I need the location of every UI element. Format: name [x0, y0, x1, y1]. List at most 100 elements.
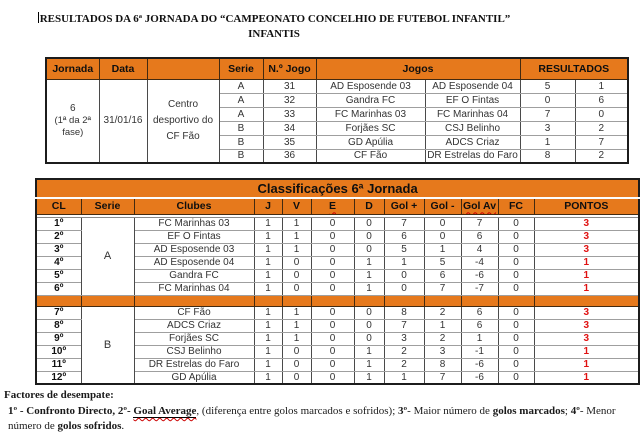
classification-row: 12º GD Apúlia 1 0 0 1 1 7 -6 0 1 [35, 370, 640, 385]
position: 1º [35, 216, 82, 231]
away-score: 2 [574, 148, 629, 164]
stat-av: -6 [460, 357, 499, 372]
stat-e: 0 [310, 216, 355, 231]
club-name: ADCS Criaz [133, 318, 255, 333]
tiebreak-segment: golos marcados [492, 405, 565, 417]
stat-v: 0 [281, 255, 312, 270]
serie-value: A [218, 92, 264, 108]
separator-cell [133, 294, 255, 307]
stat-fc: 0 [497, 242, 535, 257]
stat-j: 1 [253, 281, 283, 296]
stat-fc: 0 [497, 255, 535, 270]
position: 6º [35, 281, 82, 296]
stat-gp: 5 [383, 242, 425, 257]
stat-fc: 0 [497, 281, 535, 296]
stat-gc: 2 [423, 331, 462, 346]
stat-av: -6 [460, 370, 499, 385]
col-header-gol-av: Gol Av [460, 197, 499, 215]
series-separator-row [35, 294, 640, 307]
col-header-j: J [253, 197, 283, 215]
text-cursor [37, 12, 39, 23]
col-header-serie: Serie [218, 57, 264, 80]
stat-j: 1 [253, 331, 283, 346]
col-header-gol-plus: Gol + [383, 197, 425, 215]
stat-j: 1 [253, 305, 283, 320]
classification-title-row: Classificações 6ª Jornada [36, 179, 640, 199]
stat-d: 0 [353, 216, 385, 231]
classification-title: Classificações 6ª Jornada [36, 179, 640, 199]
away-team: FC Marinhas 04 [424, 106, 521, 122]
col-header-gol-av-label: Gol Av [462, 200, 497, 213]
stat-v: 1 [281, 318, 312, 333]
stat-j: 1 [253, 255, 283, 270]
tiebreak-segment: - Menor número de [8, 405, 616, 432]
serie-label: B [80, 305, 135, 385]
stat-e: 0 [310, 370, 355, 385]
serie-label: A [80, 216, 135, 296]
points: 3 [533, 229, 640, 244]
position: 10º [35, 344, 82, 359]
tiebreak-segment: , (diferença entre golos marcados e sofr… [196, 405, 399, 417]
col-header-d: D [353, 197, 385, 215]
classification-row: 9º Forjães SC 1 1 0 0 3 2 1 0 3 [35, 331, 640, 346]
tiebreak-notes: Factores de desempate: 1º - Confronto Di… [4, 389, 638, 434]
separator-cell [460, 294, 499, 307]
separator-cell [423, 294, 462, 307]
stat-av: 7 [460, 216, 499, 231]
classification-row: 1º A FC Marinhas 03 1 1 0 0 7 0 7 0 3 [35, 216, 640, 296]
away-team: CSJ Belinho [424, 120, 521, 136]
col-header-gol-minus: Gol - [423, 197, 462, 215]
stat-fc: 0 [497, 216, 535, 231]
away-score: 1 [574, 78, 629, 94]
points: 3 [533, 242, 640, 257]
home-score: 3 [519, 120, 576, 136]
results-row: B 36 CF Fão DR Estrelas do Faro 8 2 [46, 148, 629, 164]
classification-row: 2º EF O Fintas 1 1 0 0 6 0 6 0 3 [35, 229, 640, 244]
club-name: Forjães SC [133, 331, 255, 346]
stat-gp: 1 [383, 370, 425, 385]
stat-av: 6 [460, 305, 499, 320]
points: 1 [533, 268, 640, 283]
stat-av: -4 [460, 255, 499, 270]
tiebreak-segment: - Maior número de [407, 405, 493, 417]
club-name: DR Estrelas do Faro [133, 357, 255, 372]
results-header-row: Jornada Data Serie N.º Jogo Jogos RESULT… [45, 57, 629, 80]
stat-e: 0 [310, 331, 355, 346]
col-header-pontos: PONTOS [533, 197, 640, 215]
stat-e: 0 [310, 357, 355, 372]
points: 3 [533, 305, 640, 320]
separator-cell [281, 294, 312, 307]
results-row: A 33 FC Marinhas 03 FC Marinhas 04 7 0 [46, 106, 629, 122]
stat-e: 0 [310, 344, 355, 359]
stat-gc: 6 [423, 268, 462, 283]
tiebreak-segment: ; [564, 405, 571, 417]
stat-d: 1 [353, 357, 385, 372]
game-number: 35 [262, 134, 317, 150]
classification-header-row: CL Serie Clubes J V E D Gol + Gol - Gol … [35, 197, 640, 215]
stat-d: 0 [353, 305, 385, 320]
position: 3º [35, 242, 82, 257]
stat-d: 0 [353, 229, 385, 244]
game-number: 32 [262, 92, 317, 108]
document-title: RESULTADOS DA 6ª JORNADA DO “CAMPEONATO … [0, 12, 548, 42]
tiebreak-segment: Goal Average [133, 405, 197, 418]
tiebreak-segment: 3º [398, 405, 408, 417]
title-line-1: RESULTADOS DA 6ª JORNADA DO “CAMPEONATO … [0, 12, 548, 27]
stat-j: 1 [253, 242, 283, 257]
stat-j: 1 [253, 216, 283, 231]
stat-gc: 0 [423, 229, 462, 244]
title-line-1-text: RESULTADOS DA 6ª JORNADA DO “CAMPEONATO … [39, 13, 511, 25]
club-name: EF O Fintas [133, 229, 255, 244]
stat-av: 6 [460, 229, 499, 244]
club-name: AD Esposende 04 [133, 255, 255, 270]
stat-v: 1 [281, 331, 312, 346]
stat-d: 1 [353, 370, 385, 385]
position: 8º [35, 318, 82, 333]
col-header-e-label: E [328, 200, 336, 213]
serie-value: B [218, 120, 264, 136]
position: 5º [35, 268, 82, 283]
serie-value: B [218, 148, 264, 164]
tiebreak-segment: 4º [570, 405, 580, 417]
stat-v: 1 [281, 242, 312, 257]
jornada-cell: 6 (1ª da 2ª fase) [45, 78, 100, 164]
